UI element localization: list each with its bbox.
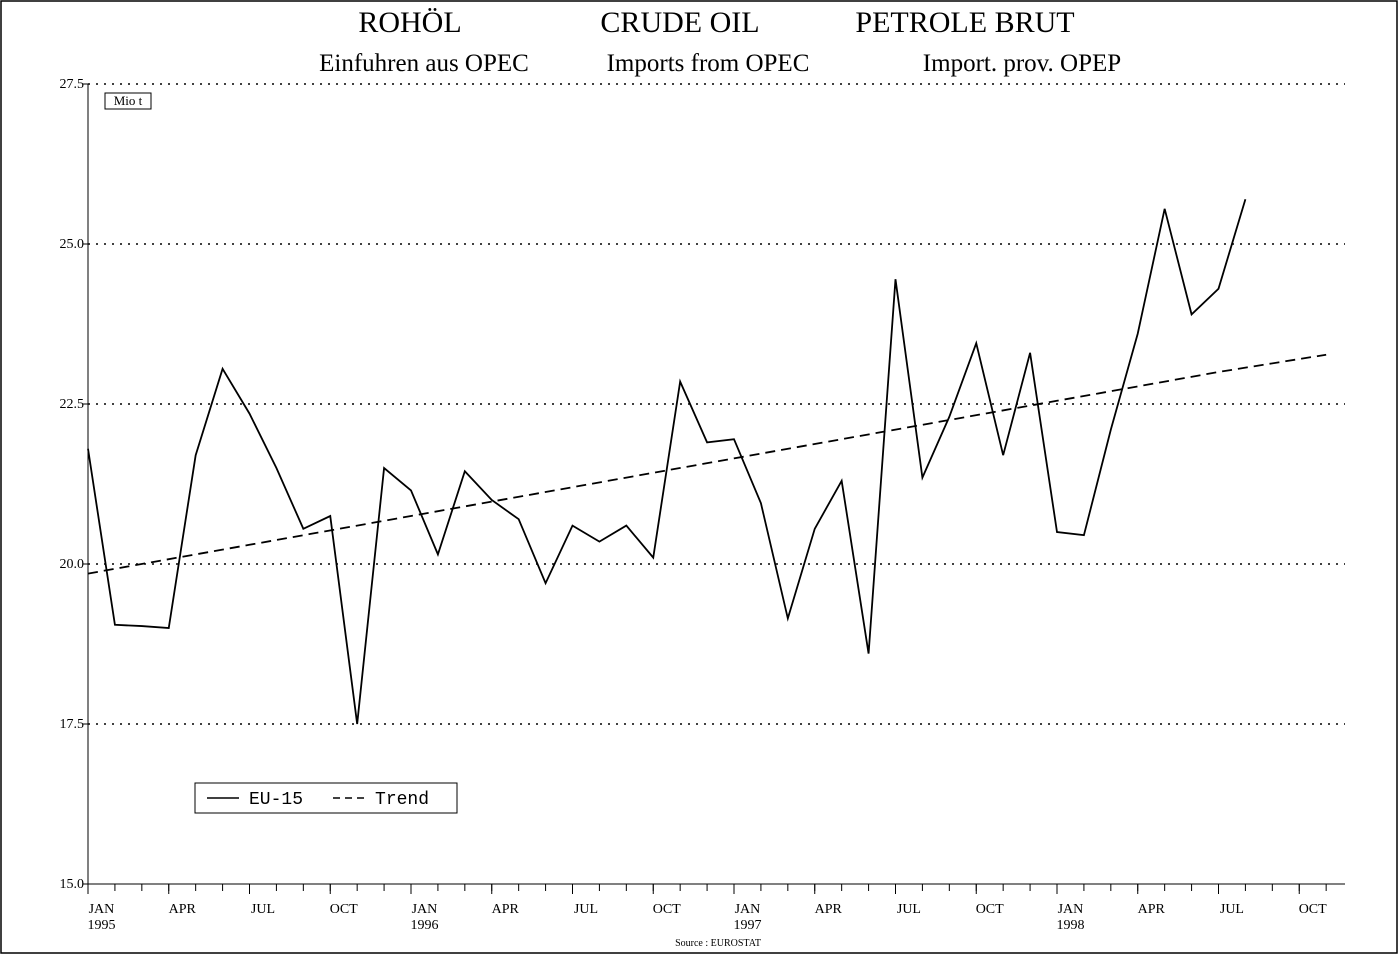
x-tick-year: 1995 bbox=[87, 918, 115, 933]
source: Source : EUROSTAT bbox=[675, 938, 761, 949]
subtitle-de: Einfuhren aus OPEC bbox=[319, 50, 529, 77]
y-tick-label: 17.5 bbox=[60, 717, 85, 732]
x-tick-label: JUL bbox=[574, 902, 598, 917]
x-tick-label: JAN bbox=[735, 902, 761, 917]
x-tick-label: APR bbox=[492, 902, 520, 917]
x-tick-year: 1997 bbox=[733, 918, 761, 933]
subtitle-fr: Import. prov. OPEP bbox=[923, 50, 1121, 77]
x-tick-label: JUL bbox=[251, 902, 275, 917]
title-de: ROHÖL bbox=[358, 6, 461, 39]
x-tick-label: JAN bbox=[89, 902, 115, 917]
x-tick-year: 1996 bbox=[410, 918, 438, 933]
unit-box bbox=[104, 92, 152, 110]
x-tick-label: JUL bbox=[897, 902, 921, 917]
y-tick-label: 20.0 bbox=[60, 557, 85, 572]
legend-label: EU-15 bbox=[249, 790, 303, 810]
x-tick-label: APR bbox=[815, 902, 843, 917]
y-tick-label: 15.0 bbox=[60, 877, 85, 892]
legend-label: Trend bbox=[375, 790, 429, 810]
x-tick-label: JUL bbox=[1220, 902, 1244, 917]
series-line bbox=[87, 198, 1247, 725]
subtitle-en: Imports from OPEC bbox=[607, 50, 810, 77]
x-tick-year: 1998 bbox=[1056, 918, 1084, 933]
x-tick-label: JAN bbox=[1058, 902, 1084, 917]
x-tick-label: APR bbox=[1138, 902, 1166, 917]
y-tick-label: 22.5 bbox=[60, 397, 85, 412]
series-line bbox=[87, 353, 1327, 575]
x-tick-label: JAN bbox=[412, 902, 438, 917]
title-fr: PETROLE BRUT bbox=[855, 6, 1074, 39]
y-tick-label: 27.5 bbox=[60, 77, 85, 92]
x-tick-label: OCT bbox=[330, 902, 358, 917]
x-tick-label: OCT bbox=[653, 902, 681, 917]
unit-label: Mio t bbox=[114, 93, 143, 108]
y-tick-label: 25.0 bbox=[60, 237, 85, 252]
x-tick-label: OCT bbox=[1299, 902, 1327, 917]
title-en: CRUDE OIL bbox=[600, 6, 759, 39]
x-tick-label: APR bbox=[169, 902, 197, 917]
x-tick-label: OCT bbox=[976, 902, 1004, 917]
